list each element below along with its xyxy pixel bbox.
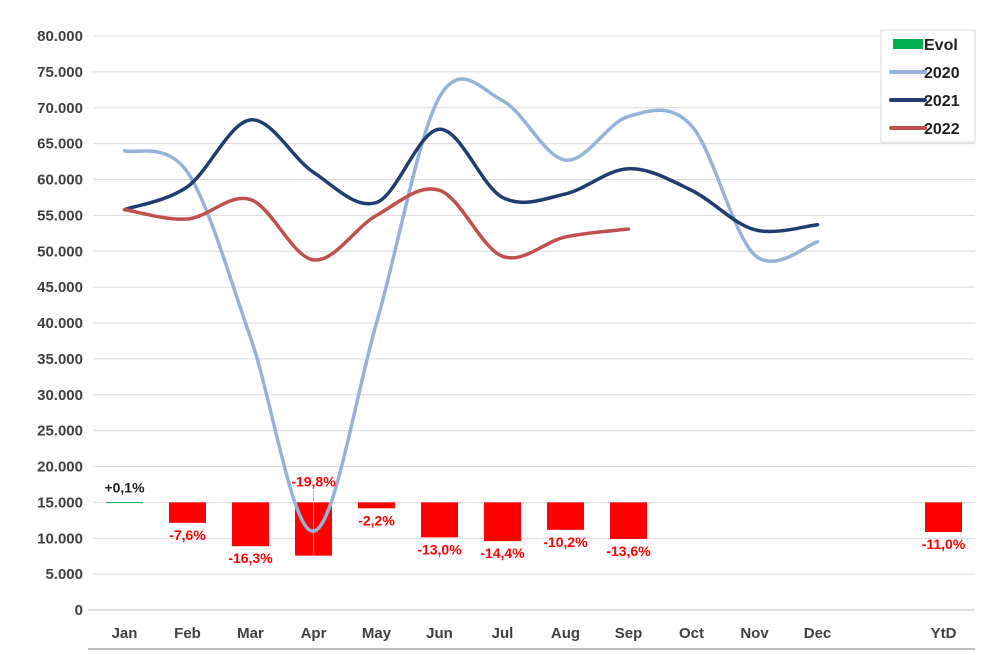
x-tick-label: Mar: [237, 625, 264, 642]
y-tick-label: 45.000: [37, 279, 83, 296]
x-tick-label: Jun: [426, 625, 453, 642]
evol-data-label: -14,4%: [480, 545, 525, 561]
y-tick-label: 20.000: [37, 459, 83, 476]
evol-bar: [421, 502, 458, 538]
y-tick-label: 80.000: [37, 28, 83, 45]
legend-label: 2021: [924, 93, 960, 110]
evol-bar: [925, 502, 962, 532]
evol-data-label: -10,2%: [543, 534, 588, 550]
y-tick-label: 10.000: [37, 530, 83, 547]
series-lines: [122, 77, 820, 533]
x-tick-label: Feb: [174, 625, 201, 642]
legend-swatch-evol: [893, 39, 923, 49]
evol-data-label: -7,6%: [169, 527, 206, 543]
y-tick-label: 25.000: [37, 423, 83, 440]
x-tick-label: Apr: [301, 625, 327, 642]
evol-data-label: -16,3%: [228, 550, 273, 566]
y-tick-label: 15.000: [37, 494, 83, 511]
legend-label: 2020: [924, 65, 960, 82]
evol-bar: [232, 502, 269, 547]
y-tick-label: 75.000: [37, 64, 83, 81]
evol-data-label: -13,0%: [417, 541, 462, 557]
x-tick-label: YtD: [931, 625, 957, 642]
legend-label: Evol: [924, 37, 958, 54]
gridlines: [93, 35, 975, 611]
y-tick-label: 5.000: [45, 566, 83, 583]
x-tick-label: May: [362, 625, 392, 642]
x-tick-label: Jan: [112, 625, 138, 642]
x-tick-label: Dec: [804, 625, 832, 642]
evol-data-labels: +0,1% -7,6% -16,3% -19,8% -2,2% -13,0% -14,4% -…: [104, 473, 965, 566]
evol-data-label: -11,0%: [922, 536, 966, 552]
evol-bar: [358, 502, 395, 509]
legend-label: 2022: [924, 121, 960, 138]
y-tick-label: 65.000: [37, 136, 83, 153]
evol-bars: [106, 502, 962, 556]
evol-data-label: -13,6%: [606, 543, 651, 559]
evol-data-label: +0,1%: [104, 479, 145, 495]
y-tick-label: 40.000: [37, 315, 83, 332]
y-tick-label: 30.000: [37, 387, 83, 404]
evol-bar: [169, 502, 206, 523]
y-axis: 0 5.000 10.000 15.000 20.000 25.000 30.000 35.0…: [37, 28, 83, 619]
series-line-2022: [122, 187, 631, 262]
y-tick-label: 55.000: [37, 207, 83, 224]
x-tick-label: Oct: [679, 625, 704, 642]
series-line-2020: [122, 77, 820, 533]
y-tick-label: 35.000: [37, 351, 83, 368]
evol-bar: [106, 502, 143, 504]
evol-bar: [547, 502, 584, 530]
x-tick-label: Nov: [740, 625, 769, 642]
evol-bar: [484, 502, 521, 542]
y-tick-label: 70.000: [37, 100, 83, 117]
x-axis: Jan Feb Mar Apr May Jun Jul Aug Sep Oct Nov Dec YtD: [88, 609, 975, 650]
y-tick-label: 0: [75, 602, 83, 619]
x-tick-label: Sep: [615, 625, 643, 642]
evol-bar: [610, 502, 647, 539]
legend: Evol 2020 2021 2022: [880, 29, 976, 143]
y-tick-label: 60.000: [37, 172, 83, 189]
evol-data-label: -2,2%: [358, 512, 395, 528]
evol-data-label: -19,8%: [291, 473, 336, 489]
series-line-2021: [122, 118, 820, 234]
y-tick-label: 50.000: [37, 243, 83, 260]
x-tick-label: Aug: [551, 625, 580, 642]
x-tick-label: Jul: [492, 625, 514, 642]
